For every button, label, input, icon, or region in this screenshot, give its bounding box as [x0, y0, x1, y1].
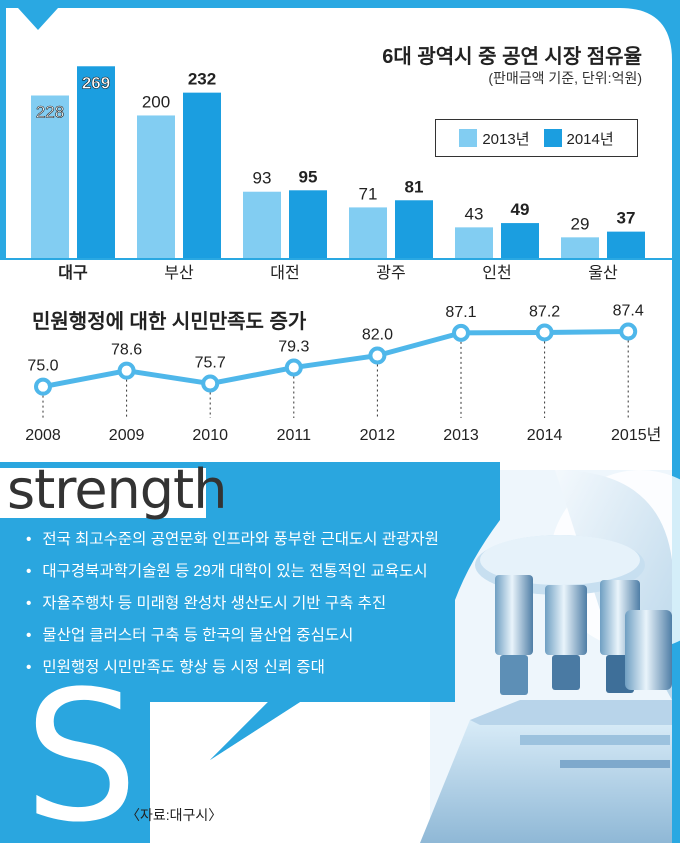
bar: [349, 207, 387, 258]
bar-value-label: 37: [617, 209, 636, 228]
strength-point: • 민원행정 시민만족도 향상 등 시정 신뢰 증대: [26, 652, 546, 684]
source-note: 〈자료:대구시〉: [126, 807, 223, 823]
x-tick-label: 대구: [58, 264, 88, 282]
x-tick-label: 2010: [192, 427, 228, 444]
bar: [501, 223, 539, 258]
strength-heading: strength: [7, 458, 227, 521]
x-tick-label: 광주: [376, 264, 405, 282]
data-point: [34, 377, 52, 396]
line-chart: 75.0 2008 78.6 2009 75.7 2010 79.3 2011 82.0 2012…: [25, 303, 661, 444]
bar: [183, 92, 221, 258]
bar-value-label: 49: [511, 200, 530, 219]
legend-swatch-2014: [543, 129, 562, 147]
bar-chart-subtitle: (판매금액 기준, 단위:억원): [488, 70, 642, 86]
x-tick-label: 2015년: [611, 426, 661, 444]
point-value-label: 82.0: [362, 327, 393, 344]
bullet-icon: •: [26, 659, 32, 676]
bar: [561, 237, 599, 258]
x-tick-label: 2009: [109, 427, 145, 444]
frame-right-band: [620, 0, 680, 843]
line-chart-title: 민원행정에 대한 시민만족도 증가: [32, 311, 307, 333]
bar: [31, 95, 69, 258]
bar-value-label: 95: [299, 167, 318, 186]
x-tick-label: 2013: [443, 427, 479, 444]
strength-point-text: 대구경북과학기술원 등 29개 대학이 있는 전통적인 교육도시: [42, 563, 428, 580]
point-value-label: 87.4: [613, 303, 644, 320]
x-tick-label: 2008: [25, 427, 61, 444]
point-value-label: 87.2: [529, 303, 560, 320]
legend-item-2013: 2013년: [459, 128, 530, 149]
bullet-icon: •: [26, 595, 32, 612]
bar: [137, 115, 175, 258]
bar-value-label: 43: [465, 204, 484, 223]
series-line: [42, 329, 629, 390]
bar: [607, 231, 645, 258]
microscope-illustration: [420, 470, 680, 843]
point-value-label: 87.1: [445, 304, 476, 321]
big-s-letter: S: [24, 653, 139, 862]
strength-point: • 대구경북과학기술원 등 29개 대학이 있는 전통적인 교육도시: [26, 556, 546, 588]
legend-swatch-2013: [459, 129, 478, 147]
bar-chart-title: 6대 광역시 중 공연 시장 점유율: [382, 46, 642, 68]
data-point: [201, 374, 220, 393]
bullet-icon: •: [26, 627, 32, 644]
bar-value-label: 29: [571, 214, 590, 233]
point-value-label: 79.3: [278, 339, 309, 356]
point-value-label: 78.6: [111, 342, 142, 359]
frame-top-band: [0, 0, 680, 30]
point-value-label: 75.7: [195, 355, 226, 372]
legend-label-2013: 2013년: [482, 130, 530, 148]
strength-point-text: 자율주행차 등 미래형 완성차 생산도시 기반 구축 추진: [42, 595, 387, 612]
bar-value-label: 71: [359, 184, 378, 203]
x-tick-label: 인천: [482, 264, 511, 282]
bar-chart-legend: 2013년 2014년: [435, 119, 638, 157]
strength-point: • 자율주행차 등 미래형 완성차 생산도시 기반 구축 추진: [26, 588, 546, 620]
bullet-icon: •: [26, 531, 32, 548]
frame-decoration: [0, 0, 680, 843]
strength-point-text: 민원행정 시민만족도 향상 등 시정 신뢰 증대: [42, 659, 325, 676]
point-value-label: 75.0: [27, 358, 58, 375]
x-tick-label: 2012: [360, 427, 396, 444]
strength-heading-box: [0, 468, 206, 518]
data-point: [452, 323, 470, 342]
x-tick-label: 부산: [164, 264, 194, 282]
bar-value-label: 269: [82, 73, 110, 92]
bar-value-label: 93: [253, 169, 272, 188]
legend-item-2014: 2014년: [543, 128, 614, 149]
strength-point-text: 물산업 클러스터 구축 등 한국의 물산업 중심도시: [42, 627, 354, 644]
bar: [289, 190, 327, 258]
data-point: [117, 361, 136, 380]
strength-point: • 전국 최고수준의 공연문화 인프라와 풍부한 근대도시 관광자원: [26, 524, 546, 556]
bar-value-label: 81: [405, 177, 424, 196]
bar: [395, 200, 433, 258]
strength-points-list: • 전국 최고수준의 공연문화 인프라와 풍부한 근대도시 관광자원 • 대구경…: [26, 524, 546, 684]
data-point: [284, 358, 303, 377]
x-tick-label: 2014: [527, 427, 563, 444]
bar-value-label: 232: [188, 70, 216, 89]
bar-baseline: [6, 258, 672, 260]
bar: [77, 66, 115, 258]
data-point: [368, 346, 387, 365]
legend-label-2014: 2014년: [566, 130, 614, 148]
bar: [455, 227, 493, 258]
x-tick-label: 울산: [588, 264, 618, 282]
bullet-icon: •: [26, 563, 32, 580]
strength-point: • 물산업 클러스터 구축 등 한국의 물산업 중심도시: [26, 620, 546, 652]
data-point: [619, 322, 638, 341]
strength-point-text: 전국 최고수준의 공연문화 인프라와 풍부한 근대도시 관광자원: [42, 531, 439, 548]
bar: [243, 191, 281, 258]
data-point: [535, 323, 554, 342]
bar-chart: 228 269 대구 200 232 부산 93 95 대전 71 81 광주 43 49 인천 29 37 울산: [31, 66, 645, 282]
frame-left-band: [0, 0, 6, 260]
bar-value-label: 228: [36, 102, 64, 121]
x-tick-label: 대전: [270, 264, 299, 282]
x-tick-label: 2011: [277, 427, 312, 444]
bar-value-label: 200: [142, 92, 170, 111]
